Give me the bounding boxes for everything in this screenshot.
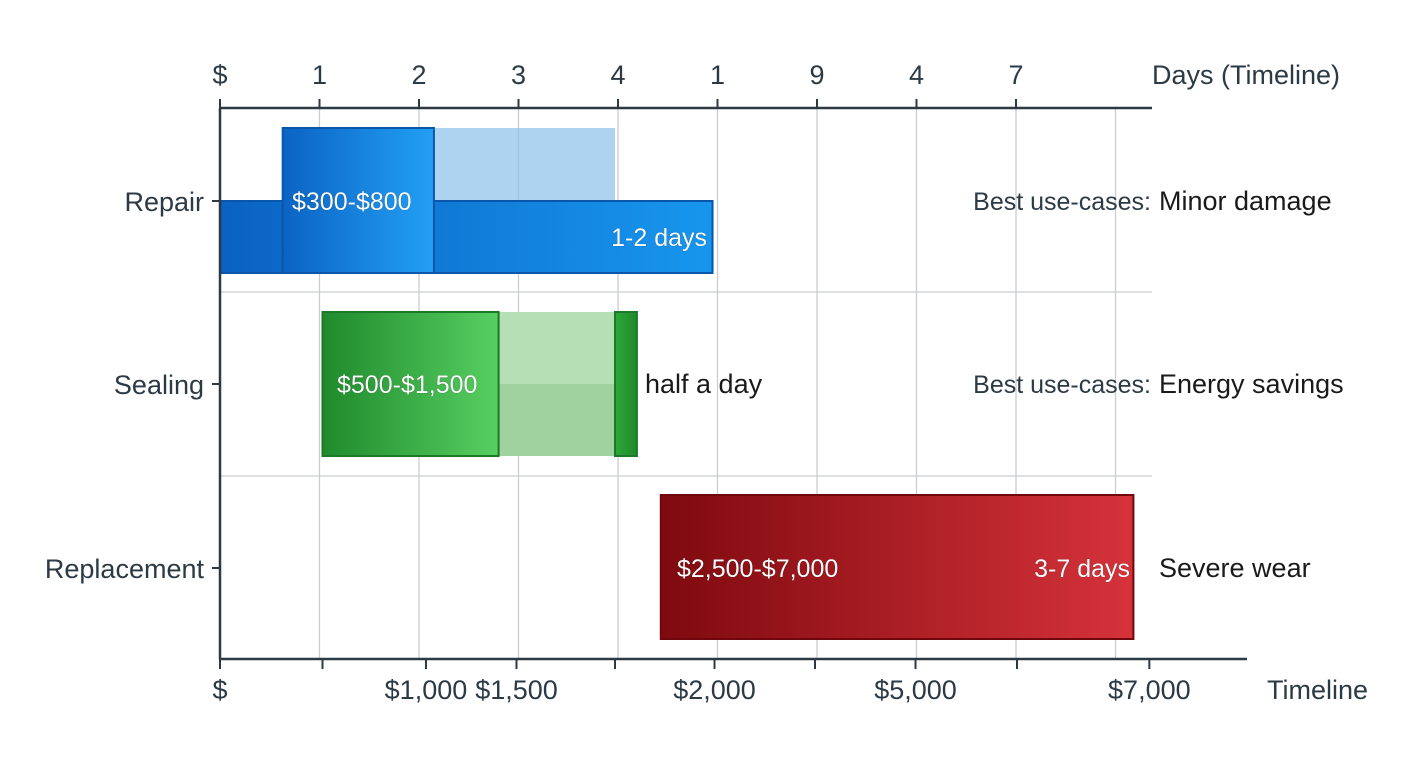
bottom-axis-title: Timeline [1267, 675, 1368, 705]
replacement-days-label: 3-7 days [1034, 555, 1130, 583]
top-axis-tick-label: 3 [511, 60, 526, 90]
replacement-cost-bar [659, 494, 1135, 640]
repair-cost-label: $300-$800 [292, 188, 412, 216]
axis-layer [212, 99, 1247, 669]
top-axis-tick-label: 1 [312, 60, 327, 90]
repair-cost-bar [281, 127, 435, 274]
repair-days-label: 1-2 days [611, 224, 707, 252]
best-use-case-note: Severe wear [1159, 553, 1311, 583]
category-label: Repair [124, 187, 204, 217]
bottom-axis-tick-label: $5,000 [874, 675, 957, 705]
top-axis-tick-label: 9 [809, 60, 824, 90]
top-axis-tick-label: 4 [909, 60, 924, 90]
top-axis-tick-label: 4 [610, 60, 625, 90]
category-label: Replacement [45, 554, 205, 584]
sealing-estimate-band-top [498, 312, 616, 384]
top-axis-tick-label: $ [212, 60, 227, 90]
top-axis-tick-label: 7 [1008, 60, 1023, 90]
best-use-case-prefix: Best use-cases: [973, 188, 1151, 216]
sealing-days-bar [614, 311, 638, 457]
best-use-case-note: Minor damage [1159, 186, 1332, 216]
top-axis-tick-label: 1 [710, 60, 725, 90]
bottom-axis-tick-label: $1,000 [385, 675, 468, 705]
top-axis-tick-label: 2 [411, 60, 426, 90]
bottom-axis-tick-label: $7,000 [1108, 675, 1191, 705]
best-use-case-prefix: Best use-cases: [973, 371, 1151, 399]
label-layer: $1 2 3 4 1 9 4 7 Days (Timeline) $ $1,000 $1,500 $2,… [45, 60, 1368, 705]
bar-layer [219, 127, 1135, 640]
bottom-axis-tick-label: $1,500 [475, 675, 558, 705]
sealing-cost-label: $500-$1,500 [337, 371, 477, 399]
sealing-days-label: half a day [645, 369, 763, 399]
replacement-cost-label: $2,500-$7,000 [677, 555, 838, 583]
top-axis-title: Days (Timeline) [1152, 60, 1340, 90]
best-use-case-note: Energy savings [1159, 369, 1344, 399]
bottom-axis-tick-label: $ [212, 675, 227, 705]
sealing-cost-bar [321, 311, 500, 457]
category-label: Sealing [114, 370, 204, 400]
bottom-axis-tick-label: $2,000 [673, 675, 756, 705]
sealing-estimate-band-bottom [498, 384, 616, 456]
